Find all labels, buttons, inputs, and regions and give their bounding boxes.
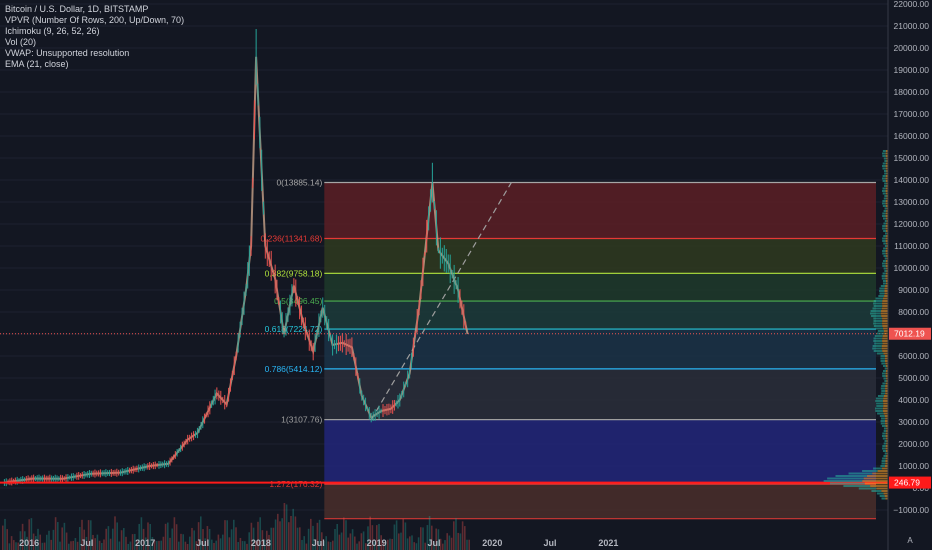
- fib-level-label: 0(13885.14): [276, 178, 322, 188]
- fib-level-label: 1(3107.76): [281, 415, 322, 425]
- x-tick-label: Jul: [196, 538, 209, 548]
- legend-ichimoku[interactable]: Ichimoku (9, 26, 52, 26): [5, 26, 100, 36]
- fib-zone: [324, 182, 876, 239]
- y-tick-label: 2000.00: [898, 439, 929, 449]
- fib-level-label: 0.236(11341.68): [261, 233, 323, 243]
- y-tick-label: 21000.00: [894, 21, 930, 31]
- x-tick-label: Jul: [427, 538, 440, 548]
- svg-text:7012.19: 7012.19: [894, 329, 925, 339]
- y-tick-label: 19000.00: [894, 65, 930, 75]
- volume-bars: [2, 502, 470, 550]
- y-tick-label: 1000.00: [898, 461, 929, 471]
- y-tick-label: 3000.00: [898, 417, 929, 427]
- svg-text:246.79: 246.79: [894, 478, 920, 488]
- time-axis[interactable]: 2016 Jul 2017 Jul 2018 Jul 2019 Jul 2020 Jul 2021: [19, 538, 618, 548]
- x-tick-label: Jul: [312, 538, 325, 548]
- x-tick-label: 2016: [19, 538, 39, 548]
- x-tick-label: 2020: [482, 538, 502, 548]
- fib-zone: [324, 484, 876, 519]
- y-tick-label: 16000.00: [894, 131, 930, 141]
- y-tick-label: 22000.00: [894, 0, 930, 9]
- x-tick-label: 2018: [251, 538, 271, 548]
- y-tick-label: 20000.00: [894, 43, 930, 53]
- y-tick-label: 10000.00: [894, 263, 930, 273]
- legend-vwap[interactable]: VWAP: Unsupported resolution: [5, 48, 130, 58]
- y-tick-label: −1000.00: [893, 505, 929, 515]
- y-tick-label: 9000.00: [898, 285, 929, 295]
- legend-vol[interactable]: Vol (20): [5, 37, 37, 47]
- y-tick-label: 14000.00: [894, 175, 930, 185]
- fib-level-label: 1.272(176.32): [269, 479, 322, 489]
- y-tick-label: 17000.00: [894, 109, 930, 119]
- x-tick-label: Jul: [80, 538, 93, 548]
- legend-ema[interactable]: EMA (21, close): [5, 59, 69, 69]
- y-tick-label: 8000.00: [898, 307, 929, 317]
- price-axis[interactable]: −1000.000.001000.002000.003000.004000.00…: [887, 0, 930, 550]
- last-price-badge: 7012.19: [889, 327, 931, 340]
- y-tick-label: 11000.00: [894, 241, 929, 251]
- y-tick-label: 13000.00: [894, 197, 930, 207]
- fib-level-label: 0.382(9758.18): [265, 268, 323, 278]
- fib-zone: [324, 419, 876, 485]
- y-tick-label: 6000.00: [898, 351, 929, 361]
- x-tick-label: 2019: [367, 538, 387, 548]
- x-tick-label: 2021: [598, 538, 618, 548]
- x-tick-label: Jul: [544, 538, 557, 548]
- x-tick-label: 2017: [135, 538, 155, 548]
- fib-level-label: 0.618(7224.72): [265, 324, 323, 334]
- fib-level-label: 0.786(5414.12): [265, 364, 323, 374]
- legend-vpvr[interactable]: VPVR (Number Of Rows, 200, Up/Down, 70): [5, 15, 185, 25]
- auto-scale-button[interactable]: A: [907, 536, 913, 545]
- vpvr-histogram: [823, 150, 888, 500]
- y-tick-label: 4000.00: [898, 395, 929, 405]
- line-price-badge: 246.79: [889, 476, 931, 489]
- fib-zone: [324, 273, 876, 302]
- fib-zone: [324, 238, 876, 274]
- y-tick-label: 12000.00: [894, 219, 930, 229]
- y-tick-label: 18000.00: [894, 87, 930, 97]
- y-tick-label: 15000.00: [894, 153, 930, 163]
- chart-legend: Bitcoin / U.S. Dollar, 1D, BITSTAMP VPVR…: [5, 4, 184, 70]
- y-tick-label: 5000.00: [898, 373, 929, 383]
- trend-line[interactable]: [370, 182, 512, 420]
- legend-symbol[interactable]: Bitcoin / U.S. Dollar, 1D, BITSTAMP: [5, 4, 149, 14]
- fib-retracement[interactable]: 0(13885.14) 0.236(11341.68) 0.382(9758.18)…: [261, 178, 876, 520]
- fib-zone: [324, 329, 876, 369]
- fib-zone: [324, 301, 876, 330]
- fib-zone: [324, 368, 876, 420]
